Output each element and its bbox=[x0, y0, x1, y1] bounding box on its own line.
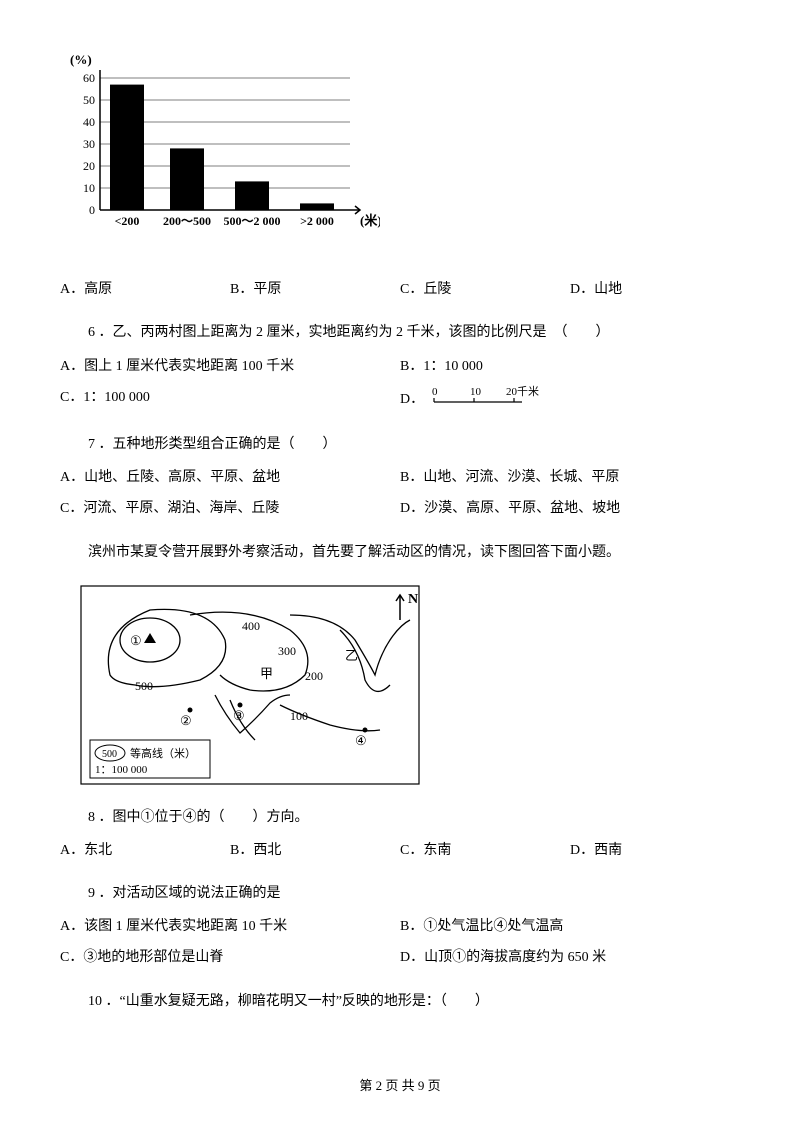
q5-options: A．高原 B．平原 C．丘陵 D．山地 bbox=[60, 277, 740, 302]
q7-opt-b: B．山地、河流、沙漠、长城、平原 bbox=[400, 465, 740, 490]
q7-opt-a: A．山地、丘陵、高原、平原、盆地 bbox=[60, 465, 400, 490]
svg-text:<200: <200 bbox=[115, 214, 140, 228]
svg-text:10: 10 bbox=[470, 386, 482, 398]
svg-text:等高线（米）: 等高线（米） bbox=[130, 746, 196, 760]
q6-opt-d: D． 0 10 20千米 bbox=[400, 385, 740, 414]
q9-opt-c: C．③地的地形部位是山脊 bbox=[60, 945, 400, 970]
contour-map-figure: N ① ② ③ ④ 甲 乙 400 300 200 100 500 500 等高… bbox=[80, 585, 740, 785]
svg-text:甲: 甲 bbox=[260, 666, 273, 681]
q9-opt-b: B．①处气温比④处气温高 bbox=[400, 914, 740, 939]
bar-4 bbox=[300, 203, 334, 210]
q7-text: 7 ．五种地形类型组合正确的是（ ） bbox=[60, 432, 740, 457]
svg-text:500～2 000: 500～2 000 bbox=[223, 214, 280, 228]
q9-text: 9 ．对活动区域的说法正确的是 bbox=[60, 881, 740, 906]
q6-text: 6 ．乙、丙两村图上距离为 2 厘米，实地距离约为 2 千米，该图的比例尺是 （… bbox=[60, 320, 740, 345]
svg-text:(米): (米) bbox=[360, 213, 380, 228]
q6-opt-a: A．图上 1 厘米代表实地距离 100 千米 bbox=[60, 354, 400, 379]
q5-opt-b: B．平原 bbox=[230, 277, 400, 302]
svg-text:30: 30 bbox=[83, 137, 95, 151]
svg-text:50: 50 bbox=[83, 93, 95, 107]
svg-text:20千米: 20千米 bbox=[506, 385, 539, 398]
q8-options: A．东北 B．西北 C．东南 D．西南 bbox=[60, 838, 740, 863]
svg-text:300: 300 bbox=[278, 644, 296, 658]
q8-opt-c: C．东南 bbox=[400, 838, 570, 863]
bar-1 bbox=[110, 85, 144, 210]
svg-text:200～500: 200～500 bbox=[163, 214, 211, 228]
q10-text: 10 ．“山重水复疑无路，柳暗花明又一村”反映的地形是：（ ） bbox=[60, 989, 740, 1014]
svg-text:0: 0 bbox=[89, 203, 95, 217]
bar-chart-figure: (%) 0 10 20 30 40 50 60 <200 200～500 bbox=[60, 50, 380, 240]
q7-options: A．山地、丘陵、高原、平原、盆地 B．山地、河流、沙漠、长城、平原 C．河流、平… bbox=[60, 465, 740, 521]
q6-opt-c: C．1：100 000 bbox=[60, 385, 400, 414]
svg-text:60: 60 bbox=[83, 71, 95, 85]
svg-text:乙: 乙 bbox=[345, 648, 358, 663]
chart-y-unit: (%) bbox=[70, 52, 92, 67]
q9-opt-d: D．山顶①的海拔高度约为 650 米 bbox=[400, 945, 740, 970]
svg-text:1：100 000: 1：100 000 bbox=[95, 764, 148, 776]
svg-text:400: 400 bbox=[242, 619, 260, 633]
svg-text:0: 0 bbox=[432, 386, 438, 398]
q8-opt-b: B．西北 bbox=[230, 838, 400, 863]
svg-text:500: 500 bbox=[102, 749, 117, 760]
svg-text:④: ④ bbox=[355, 733, 367, 748]
context-para: 滨州市某夏令营开展野外考察活动，首先要了解活动区的情况，读下图回答下面小题。 bbox=[60, 540, 740, 565]
q7-opt-d: D．沙漠、高原、平原、盆地、坡地 bbox=[400, 496, 740, 521]
q8-opt-a: A．东北 bbox=[60, 838, 230, 863]
svg-text:500: 500 bbox=[135, 679, 153, 693]
page-footer: 第 2 页 共 9 页 bbox=[60, 1074, 740, 1097]
svg-text:>2 000: >2 000 bbox=[300, 214, 334, 228]
q5-opt-a: A．高原 bbox=[60, 277, 230, 302]
svg-text:N: N bbox=[408, 592, 418, 607]
q5-opt-d: D．山地 bbox=[570, 277, 740, 302]
q5-opt-c: C．丘陵 bbox=[400, 277, 570, 302]
svg-text:②: ② bbox=[180, 713, 192, 728]
scale-bar-icon: 0 10 20千米 bbox=[432, 385, 552, 414]
q9-options: A．该图 1 厘米代表实地距离 10 千米 B．①处气温比④处气温高 C．③地的… bbox=[60, 914, 740, 970]
svg-text:100: 100 bbox=[290, 709, 308, 723]
bar-2 bbox=[170, 148, 204, 210]
q8-opt-d: D．西南 bbox=[570, 838, 740, 863]
svg-text:③: ③ bbox=[233, 708, 245, 723]
svg-text:40: 40 bbox=[83, 115, 95, 129]
q8-text: 8 ．图中①位于④的（ ）方向。 bbox=[60, 805, 740, 830]
q6-opt-b: B．1：10 000 bbox=[400, 354, 740, 379]
q7-opt-c: C．河流、平原、湖泊、海岸、丘陵 bbox=[60, 496, 400, 521]
svg-text:10: 10 bbox=[83, 181, 95, 195]
q6-options: A．图上 1 厘米代表实地距离 100 千米 B．1：10 000 C．1：10… bbox=[60, 354, 740, 414]
bar-3 bbox=[235, 181, 269, 210]
svg-text:20: 20 bbox=[83, 159, 95, 173]
svg-text:①: ① bbox=[130, 633, 142, 648]
q9-opt-a: A．该图 1 厘米代表实地距离 10 千米 bbox=[60, 914, 400, 939]
svg-text:200: 200 bbox=[305, 669, 323, 683]
